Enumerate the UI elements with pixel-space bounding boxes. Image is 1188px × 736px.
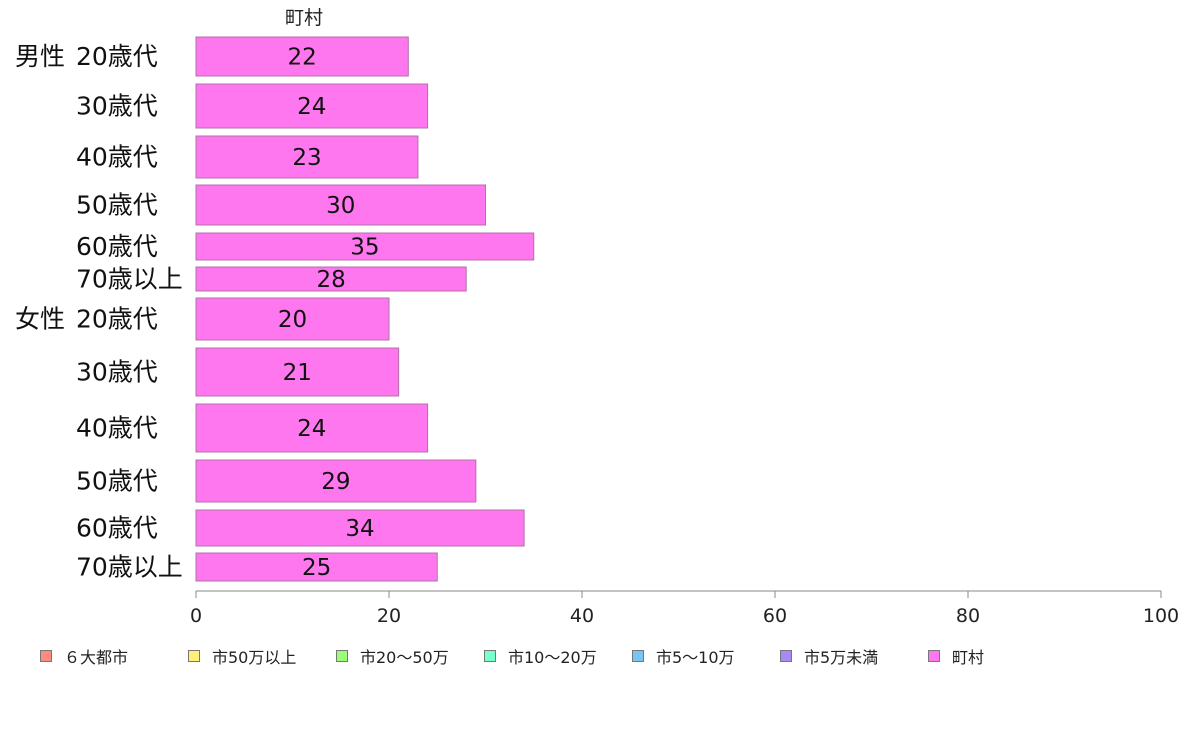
category-label: 20歳代 <box>76 305 158 334</box>
panel-title: 町村 <box>285 7 323 29</box>
legend-item: 町村 <box>928 644 1076 668</box>
legend-label: 市5万未満 <box>804 648 879 667</box>
legend-swatch <box>188 650 200 662</box>
bar-1-5 <box>195 552 438 582</box>
data-label: 24 <box>297 94 326 120</box>
data-label: 35 <box>350 235 379 261</box>
category-label: 30歳代 <box>76 92 158 121</box>
data-label: 30 <box>326 193 355 219</box>
legend-swatch <box>40 650 52 662</box>
bar-1-0 <box>195 297 390 341</box>
legend-item: ６大都市 <box>40 644 188 668</box>
legend-label: 市50万以上 <box>212 648 297 667</box>
bar-0-4 <box>195 232 535 261</box>
category-label: 70歳以上 <box>76 265 183 294</box>
legend-item: 市5万未満 <box>780 644 928 668</box>
category-label: 50歳代 <box>76 191 158 220</box>
category-label: 70歳以上 <box>76 553 183 582</box>
legend-swatch <box>336 650 348 662</box>
legend-swatch <box>484 650 496 662</box>
data-label: 28 <box>316 267 345 293</box>
category-label: 60歳代 <box>76 514 158 543</box>
legend-label: 市20〜50万 <box>360 648 449 667</box>
legend-label: 町村 <box>952 648 985 667</box>
group-label: 女性 <box>15 305 65 334</box>
category-label: 40歳代 <box>76 143 158 172</box>
category-label: 30歳代 <box>76 358 158 387</box>
x-tick-label: 80 <box>956 605 980 627</box>
x-tick-label: 20 <box>377 605 401 627</box>
data-label: 21 <box>283 360 312 386</box>
legend-item: 市10〜20万 <box>484 644 632 668</box>
bar-0-2 <box>195 135 419 179</box>
x-axis-ticks: 0 20 40 60 80 100 <box>190 591 1179 627</box>
group-label: 男性 <box>15 42 65 71</box>
x-tick-label: 100 <box>1143 605 1179 627</box>
bar-0-0 <box>195 36 409 77</box>
legend-label: 市5〜10万 <box>656 648 735 667</box>
legend-label: ６大都市 <box>64 648 129 667</box>
legend-item: 市50万以上 <box>188 644 336 668</box>
bar-0-1 <box>195 83 429 129</box>
bar-1-4 <box>195 509 525 547</box>
data-label: 29 <box>321 469 350 495</box>
data-label: 22 <box>288 45 317 71</box>
data-label: 24 <box>297 416 326 442</box>
bar-0-5 <box>195 266 467 292</box>
x-tick-label: 60 <box>763 605 787 627</box>
legend-swatch <box>928 650 940 662</box>
data-label: 23 <box>292 145 321 171</box>
legend-item: 市20〜50万 <box>336 644 484 668</box>
legend-swatch <box>780 650 792 662</box>
category-label: 60歳代 <box>76 232 158 261</box>
legend: ６大都市 市50万以上 市20〜50万 市10〜20万 市5〜10万 市5万未満 町村 <box>40 645 1076 667</box>
category-label: 50歳代 <box>76 467 158 496</box>
data-label: 20 <box>278 307 307 333</box>
bar-1-2 <box>195 403 429 453</box>
category-label: 40歳代 <box>76 414 158 443</box>
bar-1-1 <box>195 347 400 397</box>
data-label: 34 <box>345 516 374 542</box>
legend-item: 市5〜10万 <box>632 644 780 668</box>
bar-1-3 <box>195 459 477 503</box>
x-tick-label: 0 <box>190 605 202 627</box>
category-label: 20歳代 <box>76 42 158 71</box>
bars-layer: 2220歳代男性2430歳代2340歳代3050歳代3560歳代2870歳以上2… <box>15 36 535 582</box>
data-label: 25 <box>302 555 331 581</box>
bar-0-3 <box>195 184 486 226</box>
x-tick-label: 40 <box>570 605 594 627</box>
legend-swatch <box>632 650 644 662</box>
legend-label: 市10〜20万 <box>508 648 597 667</box>
